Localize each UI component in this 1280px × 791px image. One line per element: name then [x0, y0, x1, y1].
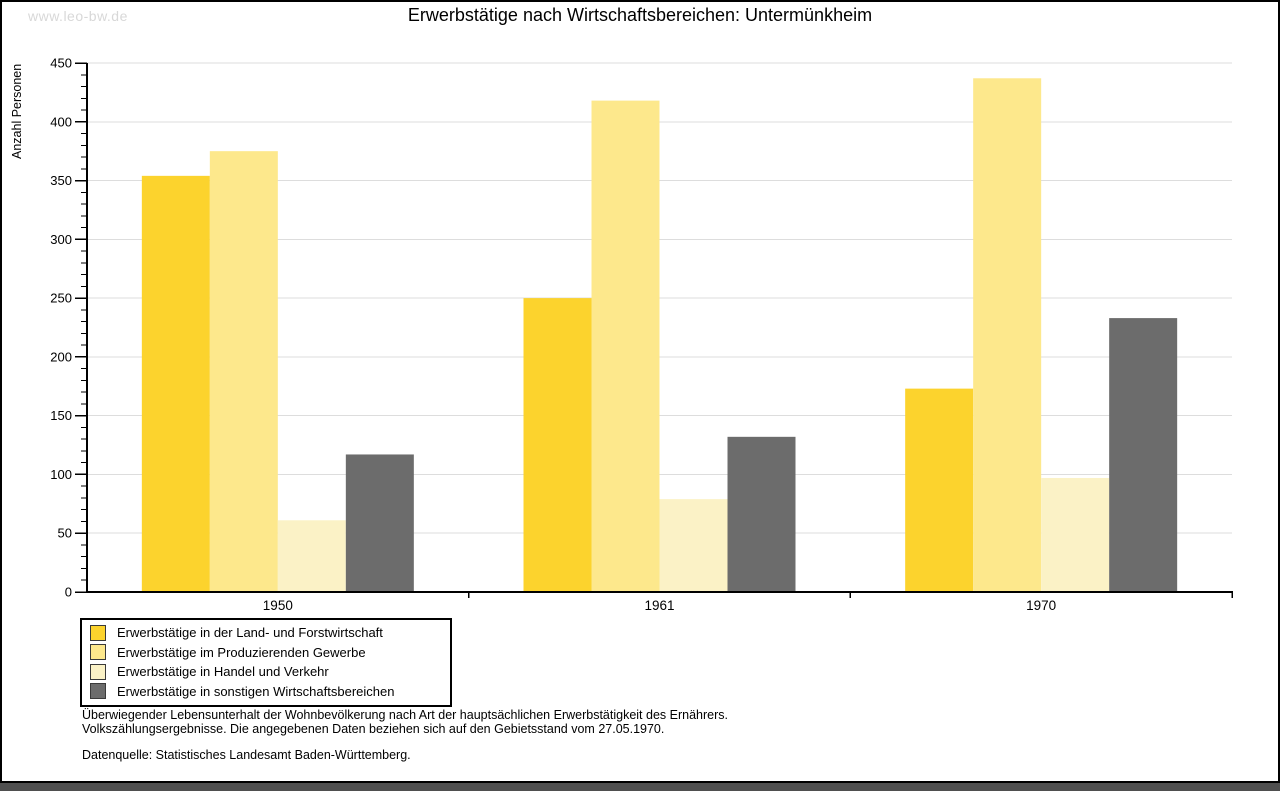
bar-series-2-1961	[591, 100, 660, 593]
bar-chart-canvas: 0 50 100 150 200 250 300 350 400 450 1950 1961 1970	[50, 56, 1233, 613]
legend-label: Erwerbstätige in sonstigen Wirtschaftsbe…	[117, 683, 395, 699]
legend-swatch	[90, 644, 106, 661]
y-tick-label: 100	[50, 467, 72, 482]
x-category-label: 1970	[1026, 598, 1056, 613]
legend-item-4: Erwerbstätige in sonstigen Wirtschaftsbe…	[82, 682, 450, 702]
y-tick-label: 50	[58, 526, 72, 541]
footer-note-line2: Volkszählungsergebnisse. Die angegebenen…	[82, 721, 665, 736]
bar-series-4-1950	[345, 454, 414, 592]
bar-series-3-1961	[659, 499, 728, 592]
legend-item-1: Erwerbstätige in der Land- und Forstwirt…	[82, 623, 450, 643]
y-tick-label: 200	[50, 349, 72, 364]
legend-swatch	[90, 663, 106, 680]
legend-label: Erwerbstätige im Produzierenden Gewerbe	[117, 644, 366, 660]
chart-title: Erwerbstätige nach Wirtschaftsbereichen:…	[407, 5, 873, 25]
legend-swatch	[90, 624, 106, 641]
bar-series-4-1961	[727, 436, 796, 592]
legend-swatch	[90, 683, 106, 700]
bar-series-2-1950	[209, 151, 278, 592]
y-tick-label: 350	[50, 173, 72, 188]
bar-series-2-1970	[973, 78, 1042, 592]
y-tick-label: 0	[65, 585, 72, 600]
watermark: www.leo-bw.de	[28, 8, 128, 24]
y-tick-label: 450	[50, 56, 72, 71]
legend-item-2: Erwerbstätige im Produzierenden Gewerbe	[82, 643, 450, 663]
bar-series-3-1970	[1041, 477, 1110, 592]
x-category-label: 1961	[644, 598, 674, 613]
chart-legend: Erwerbstätige in der Land- und Forstwirt…	[80, 618, 452, 707]
x-category-label: 1950	[263, 598, 293, 613]
bar-series-1-1970	[905, 388, 974, 592]
footer-source: Datenquelle: Statistisches Landesamt Bad…	[82, 748, 411, 762]
legend-item-3: Erwerbstätige in Handel und Verkehr	[82, 662, 450, 682]
y-tick-label: 300	[50, 232, 72, 247]
footer-note-line1: Überwiegender Lebensunterhalt der Wohnbe…	[82, 708, 728, 722]
y-tick-label: 150	[50, 408, 72, 423]
bar-series-4-1970	[1109, 318, 1178, 592]
y-tick-label: 250	[50, 291, 72, 306]
footer-notes: Überwiegender Lebensunterhalt der Wohnbe…	[82, 708, 728, 736]
bar-series-1-1950	[141, 175, 210, 592]
y-tick-label: 400	[50, 114, 72, 129]
bar-series-3-1950	[277, 520, 346, 592]
legend-label: Erwerbstätige in der Land- und Forstwirt…	[117, 625, 383, 641]
bar-series-1-1961	[523, 298, 592, 592]
legend-label: Erwerbstätige in Handel und Verkehr	[117, 664, 329, 680]
bottom-bar	[0, 783, 1280, 791]
